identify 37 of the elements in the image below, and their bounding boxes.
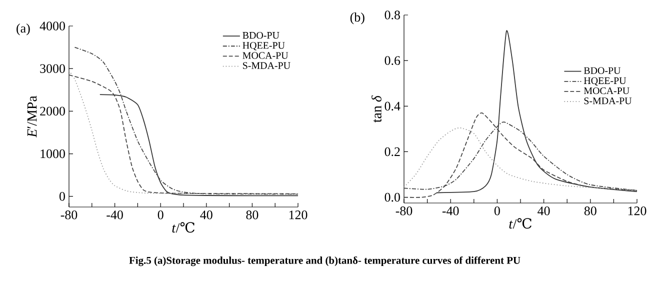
x-tick-label: 80 [246, 210, 258, 220]
y-tick-label: 1000 [40, 149, 65, 158]
legend-label: HQEE-PU [242, 42, 285, 50]
x-tick-label: -40 [106, 210, 123, 220]
legend-label: MOCA-PU [242, 52, 288, 59]
legend-label: BDO-PU [584, 67, 621, 74]
y-axis-title: E′/MPa [27, 96, 37, 138]
x-tick-label: -40 [442, 206, 459, 216]
text: Fig.5 (a)Storage modulus- temperature and (b)tanδ- temperature curves of different PU [129, 256, 520, 266]
x-tick-label: -80 [60, 210, 78, 220]
y-tick-label: 3000 [40, 64, 65, 73]
y-tick-label: 0 [60, 192, 65, 201]
y-axis-title: tan δ [372, 95, 382, 122]
chart-title: (b) [350, 12, 364, 24]
chart-title: (a) [16, 24, 30, 36]
x-tick-label: 40 [538, 206, 550, 216]
x-tick-label: 0 [494, 206, 500, 216]
x-axis-title: t/℃ [172, 222, 194, 233]
x-tick-label: 0 [158, 210, 164, 220]
legend-label: S-MDA-PU [243, 62, 290, 69]
y-tick-label: 4000 [40, 22, 65, 30]
x-tick-label: 120 [289, 210, 308, 220]
x-tick-label: -80 [396, 206, 412, 216]
legend-label: BDO-PU [242, 32, 280, 39]
x-tick-label: 40 [200, 210, 212, 220]
legend-label: HQEE-PU [584, 77, 626, 86]
legend-label: MOCA-PU [584, 87, 630, 94]
legend-label: S-MDA-PU [584, 98, 632, 104]
x-axis-title: t/℃ [509, 218, 532, 229]
y-tick-label: 0.0 [384, 192, 400, 202]
y-tick-label: 0.8 [384, 10, 400, 20]
y-tick-label: 0.4 [384, 102, 400, 111]
y-tick-label: 0.6 [384, 56, 400, 65]
x-tick-label: 80 [584, 206, 596, 216]
x-tick-label: 120 [628, 206, 646, 216]
y-tick-label: 2000 [40, 106, 65, 116]
y-tick-label: 0.2 [384, 147, 400, 156]
